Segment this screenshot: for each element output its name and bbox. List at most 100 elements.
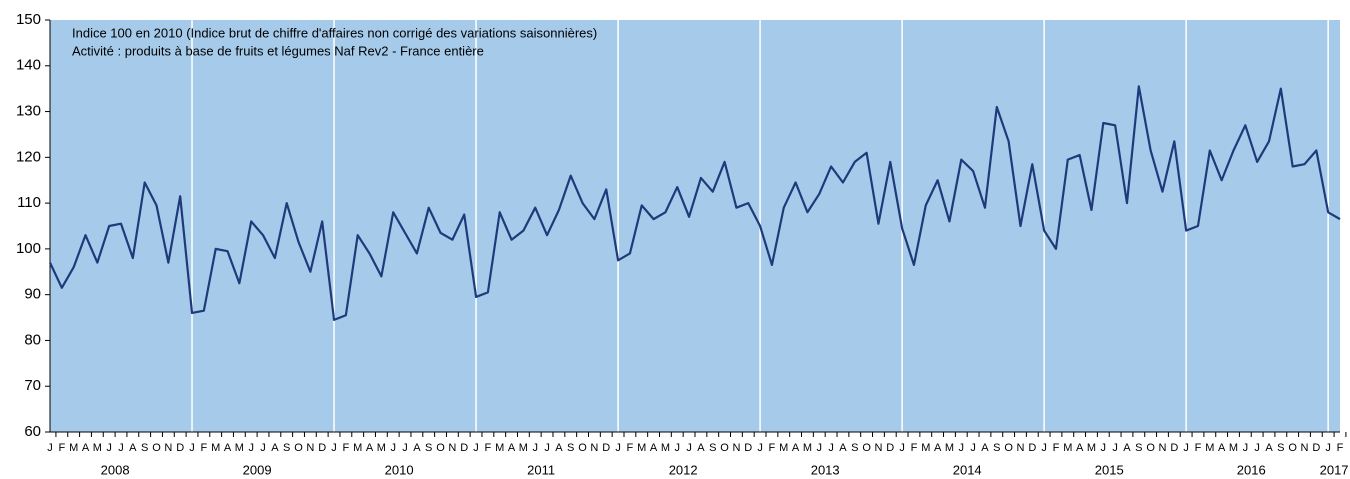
x-tick-label: O (1004, 442, 1013, 454)
x-tick-label: A (413, 442, 421, 454)
x-tick-label: F (58, 442, 65, 454)
x-tick-label: A (555, 442, 563, 454)
x-tick-label: F (343, 442, 350, 454)
x-tick-label: M (69, 442, 78, 454)
x-tick-label: J (1254, 442, 1260, 454)
x-tick-label: F (911, 442, 918, 454)
y-tick-label: 80 (24, 331, 41, 348)
x-tick-label: O (1146, 442, 1155, 454)
x-tick-label: O (578, 442, 587, 454)
x-tick-label: J (1112, 442, 1118, 454)
y-tick-label: 130 (16, 103, 41, 120)
y-tick-label: 60 (24, 423, 41, 440)
x-tick-label: F (1053, 442, 1060, 454)
x-tick-label: A (129, 442, 137, 454)
x-tick-label: A (839, 442, 847, 454)
x-tick-label: A (224, 442, 232, 454)
x-tick-label: A (981, 442, 989, 454)
x-tick-label: J (118, 442, 124, 454)
x-tick-label: N (732, 442, 740, 454)
x-tick-label: J (260, 442, 266, 454)
x-tick-label: A (366, 442, 374, 454)
year-label: 2016 (1237, 462, 1266, 477)
x-tick-label: A (697, 442, 705, 454)
x-tick-label: S (283, 442, 290, 454)
x-tick-label: M (661, 442, 670, 454)
annotation: Activité : produits à base de fruits et … (72, 43, 484, 58)
x-tick-label: N (306, 442, 314, 454)
x-tick-label: M (921, 442, 930, 454)
x-tick-label: A (1076, 442, 1084, 454)
x-tick-label: J (331, 442, 337, 454)
x-tick-label: F (1337, 442, 1344, 454)
x-tick-label: J (828, 442, 834, 454)
x-tick-label: N (164, 442, 172, 454)
data-line (49, 85, 1341, 321)
x-tick-label: M (495, 442, 504, 454)
x-tick-label: M (377, 442, 386, 454)
x-tick-label: O (862, 442, 871, 454)
x-tick-label: D (460, 442, 468, 454)
x-tick-label: O (1288, 442, 1297, 454)
x-tick-label: A (82, 442, 90, 454)
x-tick-label: D (1170, 442, 1178, 454)
x-tick-label: J (544, 442, 550, 454)
annotation: Indice 100 en 2010 (Indice brut de chiff… (72, 25, 597, 40)
y-tick-label: 70 (24, 377, 41, 394)
x-tick-label: D (1312, 442, 1320, 454)
x-tick-label: J (1041, 442, 1047, 454)
x-tick-label: M (803, 442, 812, 454)
year-label: 2017 (1320, 462, 1349, 477)
x-tick-label: M (1229, 442, 1238, 454)
x-tick-label: N (874, 442, 882, 454)
x-tick-label: S (425, 442, 432, 454)
x-tick-label: D (744, 442, 752, 454)
x-tick-label: A (508, 442, 516, 454)
x-tick-label: S (141, 442, 148, 454)
y-tick-label: 100 (16, 240, 41, 257)
x-tick-label: M (945, 442, 954, 454)
x-tick-label: A (1265, 442, 1273, 454)
x-tick-label: J (47, 442, 53, 454)
x-tick-label: A (650, 442, 658, 454)
x-tick-label: M (353, 442, 362, 454)
x-tick-label: J (390, 442, 396, 454)
x-tick-label: J (1325, 442, 1331, 454)
y-tick-label: 110 (17, 194, 41, 211)
y-tick-label: 140 (16, 57, 41, 74)
x-tick-label: M (637, 442, 646, 454)
x-tick-label: M (235, 442, 244, 454)
x-tick-label: J (402, 442, 408, 454)
x-tick-label: J (248, 442, 254, 454)
x-tick-label: F (627, 442, 634, 454)
year-label: 2009 (243, 462, 272, 477)
x-tick-label: J (686, 442, 692, 454)
x-tick-label: S (851, 442, 858, 454)
x-tick-label: A (934, 442, 942, 454)
x-tick-label: M (779, 442, 788, 454)
x-tick-label: A (1123, 442, 1131, 454)
x-tick-label: F (1195, 442, 1202, 454)
x-tick-label: J (674, 442, 680, 454)
x-tick-label: S (993, 442, 1000, 454)
x-tick-label: D (886, 442, 894, 454)
x-tick-label: M (211, 442, 220, 454)
x-tick-label: J (532, 442, 538, 454)
x-tick-label: A (792, 442, 800, 454)
x-tick-label: O (436, 442, 445, 454)
x-tick-label: F (200, 442, 207, 454)
year-label: 2010 (385, 462, 414, 477)
year-label: 2014 (953, 462, 982, 477)
year-label: 2011 (527, 462, 555, 477)
x-tick-label: D (318, 442, 326, 454)
x-tick-label: J (1183, 442, 1189, 454)
x-tick-label: J (899, 442, 905, 454)
x-tick-label: D (176, 442, 184, 454)
y-tick-label: 120 (16, 148, 41, 165)
x-tick-label: A (1218, 442, 1226, 454)
x-tick-label: M (93, 442, 102, 454)
x-tick-label: D (1028, 442, 1036, 454)
x-tick-label: D (602, 442, 610, 454)
x-tick-label: N (590, 442, 598, 454)
